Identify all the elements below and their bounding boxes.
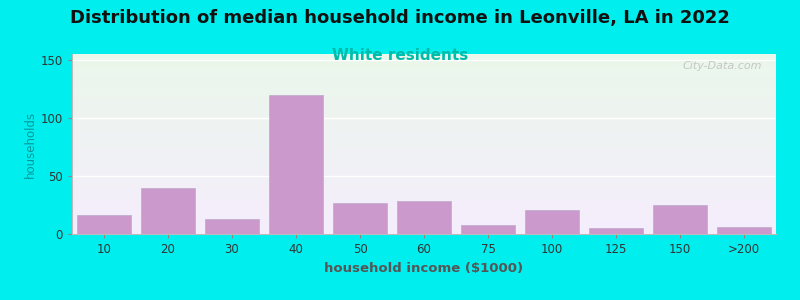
- Bar: [77, 215, 131, 234]
- Bar: [653, 205, 707, 234]
- Bar: [269, 94, 323, 234]
- Y-axis label: households: households: [23, 110, 37, 178]
- Bar: [397, 202, 451, 234]
- Bar: [589, 228, 643, 234]
- Bar: [525, 210, 579, 234]
- Text: City-Data.com: City-Data.com: [682, 61, 762, 71]
- Bar: [717, 227, 771, 234]
- Text: Distribution of median household income in Leonville, LA in 2022: Distribution of median household income …: [70, 9, 730, 27]
- Bar: [141, 188, 195, 234]
- X-axis label: household income ($1000): household income ($1000): [325, 262, 523, 275]
- Bar: [333, 202, 387, 234]
- Bar: [461, 225, 515, 234]
- Text: White residents: White residents: [332, 48, 468, 63]
- Bar: [205, 219, 259, 234]
